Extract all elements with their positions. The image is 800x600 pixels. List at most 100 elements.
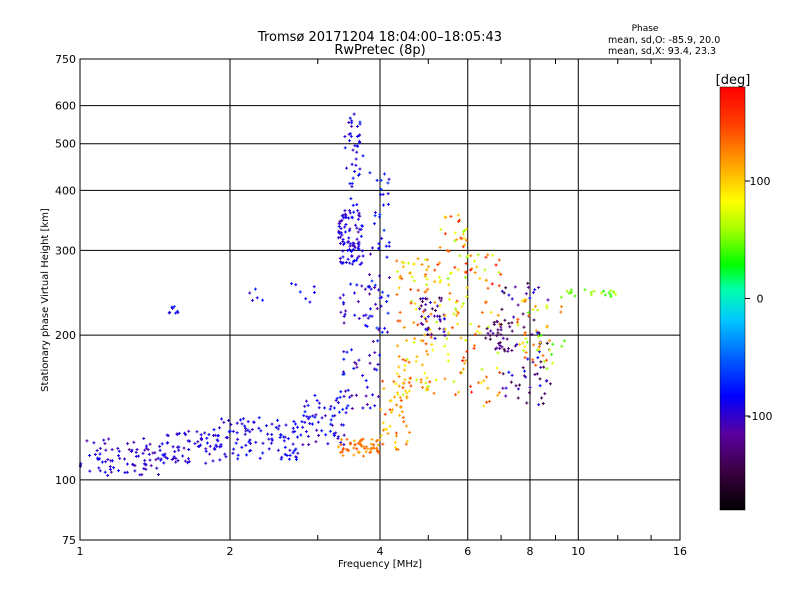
data-point	[353, 443, 357, 447]
data-point	[545, 325, 549, 329]
data-point	[317, 406, 321, 410]
data-point	[589, 293, 593, 297]
data-point	[516, 396, 520, 400]
data-point	[486, 386, 490, 390]
data-point	[426, 384, 430, 388]
data-point	[375, 368, 379, 372]
data-point	[522, 332, 526, 336]
data-point	[412, 321, 416, 325]
data-point	[465, 350, 469, 354]
data-point	[338, 395, 342, 399]
data-point	[171, 445, 175, 449]
data-point	[308, 300, 312, 304]
data-point	[491, 253, 495, 257]
data-point	[212, 428, 216, 432]
data-point	[342, 350, 346, 354]
data-point	[497, 258, 501, 262]
data-point	[479, 381, 483, 385]
data-point	[426, 265, 430, 269]
data-point	[267, 447, 271, 451]
data-point	[341, 213, 345, 217]
data-point	[368, 353, 372, 357]
data-point	[216, 439, 220, 443]
data-point	[352, 446, 356, 450]
data-point	[315, 428, 319, 432]
data-point	[521, 312, 525, 316]
chart-subtitle: RwPretec (8p)	[334, 43, 425, 58]
data-point	[340, 261, 344, 265]
data-point	[438, 327, 442, 331]
data-point	[387, 240, 391, 244]
data-point	[320, 429, 324, 433]
data-point	[363, 287, 367, 291]
data-point	[338, 256, 342, 260]
data-point	[344, 389, 348, 393]
data-point	[98, 446, 102, 450]
data-point	[306, 434, 310, 438]
data-point	[364, 323, 368, 327]
data-point	[403, 364, 407, 368]
data-point	[368, 292, 372, 296]
data-point	[240, 445, 244, 449]
data-point	[236, 437, 240, 441]
data-point	[294, 447, 298, 451]
data-point	[341, 454, 345, 458]
data-point	[526, 357, 530, 361]
colorbar-tick-label: -100	[748, 410, 773, 423]
data-point	[182, 446, 186, 450]
data-point	[388, 424, 392, 428]
data-point	[104, 448, 108, 452]
data-point	[424, 272, 428, 276]
data-point	[502, 347, 506, 351]
data-point	[342, 394, 346, 398]
data-point	[186, 461, 190, 465]
data-point	[395, 391, 399, 395]
data-point	[507, 321, 511, 325]
data-point	[250, 428, 254, 432]
data-point	[343, 146, 347, 150]
data-point	[562, 339, 566, 343]
data-point	[244, 426, 248, 430]
data-point	[420, 300, 424, 304]
data-point	[338, 241, 342, 245]
data-point	[291, 451, 295, 455]
data-point	[306, 403, 310, 407]
data-point	[448, 291, 452, 295]
data-point	[425, 277, 429, 281]
data-point	[329, 404, 333, 408]
data-point	[500, 345, 504, 349]
data-point	[491, 331, 495, 335]
data-point	[349, 134, 353, 138]
data-point	[386, 202, 390, 206]
data-point	[365, 324, 369, 328]
data-point	[378, 438, 382, 442]
data-point	[252, 420, 256, 424]
data-point	[537, 350, 541, 354]
data-point	[510, 297, 514, 301]
data-point	[465, 286, 469, 290]
data-point	[459, 336, 463, 340]
data-point	[409, 301, 413, 305]
data-point	[354, 258, 358, 262]
x-tick-label: 2	[227, 545, 234, 558]
data-point	[498, 347, 502, 351]
data-point	[523, 345, 527, 349]
data-point	[174, 456, 178, 460]
data-point	[496, 313, 500, 317]
data-point	[551, 361, 555, 365]
data-point	[444, 216, 448, 220]
data-point	[373, 211, 377, 215]
data-point	[344, 260, 348, 264]
data-point	[536, 308, 540, 312]
data-point	[381, 442, 385, 446]
data-point	[97, 466, 101, 470]
data-point	[377, 246, 381, 250]
data-point	[510, 373, 514, 377]
data-point	[536, 335, 540, 339]
data-point	[329, 418, 333, 422]
data-point	[459, 371, 463, 375]
data-point	[359, 439, 363, 443]
data-point	[510, 321, 514, 325]
data-point	[544, 379, 548, 383]
data-point	[375, 449, 379, 453]
